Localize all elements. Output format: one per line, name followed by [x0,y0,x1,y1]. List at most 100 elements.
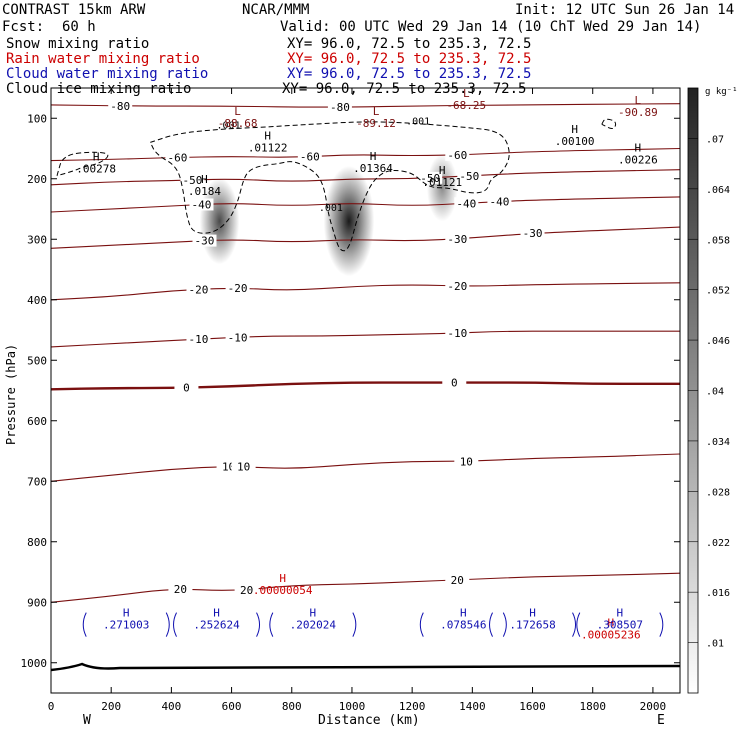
temp-contour-label: -80 [330,101,350,114]
cloud-water-contour [489,612,577,637]
y-axis-label: Pressure (hPa) [4,344,18,445]
temp-contour-label: -10 [447,327,467,340]
extremum-value: .0184 [188,185,221,198]
temp-contour-label: -20 [228,282,248,295]
colorbar-label: .058 [706,235,730,246]
temp-contour-label: -60 [447,149,467,162]
temp-label-bg [231,460,256,473]
cloud-water-contour [269,612,357,637]
temp-contour-label: -50 [183,174,203,187]
ice-contour-label: .001 [319,203,343,214]
x-tick-label: 1600 [519,700,546,713]
extremum-value: .078546 [440,619,486,632]
temp-label-bg [457,169,482,182]
fcst-label: Fcst: [2,19,44,35]
field-snow-name: Snow mixing ratio [6,36,149,52]
ice-contour-2 [601,118,617,130]
temp-label-bg [186,283,211,296]
temp-contour-label: -30 [195,235,215,248]
y-tick-label: 400 [27,294,47,307]
temp-contour-label: -80 [110,100,130,113]
temp-label-bg [445,279,470,292]
colorbar-unit: g kg⁻¹ [705,87,738,97]
extremum-value: -88.68 [218,117,258,130]
temp-label-bg [168,582,193,595]
temp-contour-label: -10 [228,331,248,344]
temp-contour-label: 0 [183,382,190,395]
y-tick-label: 300 [27,233,47,246]
x-axis-west-label: W [83,713,91,728]
cloud-water-contour [576,612,664,637]
temp-contour-0 [51,381,680,391]
extremum-kind: H [529,607,536,620]
extremum-value: .172658 [509,619,555,632]
extremum-kind: H [279,572,286,585]
colorbar-label: .07 [706,134,724,145]
plot-frame [50,87,681,694]
x-tick-label: 1000 [339,700,366,713]
temp-contour-label: 10 [237,461,250,474]
y-tick-label: 200 [27,173,47,186]
cloud-ice-contours: .001 .001 .001 [56,116,617,252]
y-tick-label: 700 [27,475,47,488]
y-tick-label: 100 [27,112,47,125]
extremum-value: .01122 [248,141,288,154]
extremum-value: .00278 [76,162,116,175]
extremum-value: .01364 [353,162,393,175]
x-axis-label: Distance (km) [318,713,420,728]
field-rain-xy: XY= 96.0, 72.5 to 235.3, 72.5 [287,51,531,67]
extremum-kind: H [213,607,220,620]
extremum-kind: H [460,607,467,620]
temp-contour-label: -10 [189,333,209,346]
temp-contour-label: -30 [447,233,467,246]
temp-label-bg [454,455,479,468]
temp-contour-10 [51,453,680,482]
valid-time: Valid: 00 UTC Wed 29 Jan 14 (10 ChT Wed … [280,19,701,35]
y-tick-label: 600 [27,415,47,428]
extremum-value: .00100 [555,135,595,148]
ice-contour-label: .001 [406,116,430,127]
temp-contour--30 [51,226,680,249]
temp-contour-label: -20 [447,280,467,293]
temp-label-bg [186,333,211,346]
temp-contour-20 [51,572,680,603]
y-tick-label: 900 [27,596,47,609]
colorbar-label: .01 [706,639,724,650]
temp-label-bg [487,195,512,208]
extremum-value: .00005236 [581,628,641,641]
ice-contour-1 [149,121,510,252]
extremum-kind: H [370,150,377,163]
temp-contour-label: -40 [456,197,476,210]
temp-contour-label: -40 [489,196,509,209]
temp-label-bg [189,198,214,211]
extremum-value: -68.25 [446,99,486,112]
temp-contour-label: -50 [459,170,479,183]
temp-label-bg [445,573,470,586]
init-time: Init: 12 UTC Sun 26 Jan 14 [515,2,734,18]
field-snow-xy: XY= 96.0, 72.5 to 235.3, 72.5 [287,36,531,52]
extremum-value: .00226 [618,153,658,166]
temp-contour-label: 10 [460,455,473,468]
extremum-kind: H [607,616,614,629]
temp-label-bg [225,281,250,294]
extremum-kind: H [310,607,317,620]
x-tick-label: 200 [101,700,121,713]
cloud-water-contour [82,612,170,637]
field-cloud-ice-xy: XY= 96.0, 72.5 to 235.3, 72.5 [282,81,526,97]
field-rain-name: Rain water mixing ratio [6,51,200,67]
colorbar-label: .04 [706,387,724,398]
temp-label-bg [442,376,467,389]
temp-contour-label: -60 [300,151,320,164]
temp-label-bg [192,234,217,247]
temp-label-bg [520,227,545,240]
temp-contour--20 [51,282,680,301]
temp-contour-label: -50 [420,172,440,185]
extremum-kind: H [201,173,208,186]
temp-contour-label: 20 [240,584,253,597]
extremum-kind: H [616,607,623,620]
x-tick-label: 0 [48,700,55,713]
extremum-value: .00000054 [253,584,313,597]
model-title: CONTRAST 15km ARW [2,2,146,18]
extremum-value: -89.12 [356,117,396,130]
